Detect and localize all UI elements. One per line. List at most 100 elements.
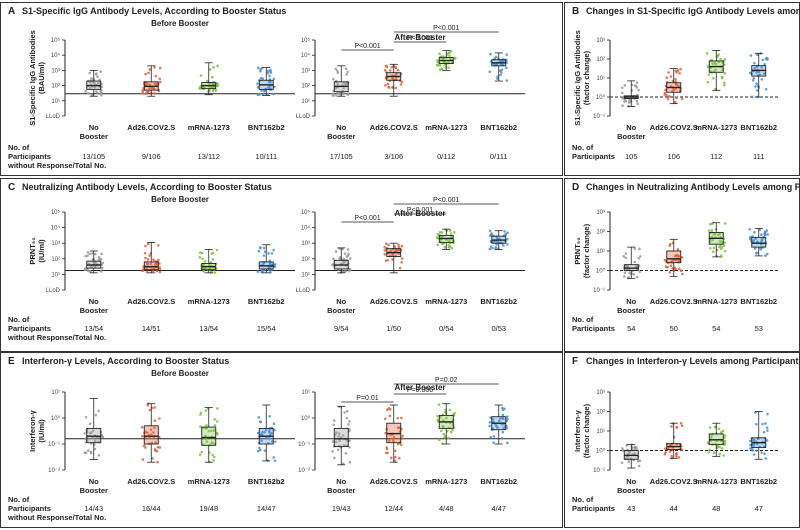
data-point xyxy=(492,441,495,444)
data-point xyxy=(396,416,400,420)
data-point xyxy=(338,257,341,260)
data-point xyxy=(722,454,726,457)
data-point xyxy=(708,426,712,429)
data-point xyxy=(620,86,624,90)
data-point xyxy=(268,266,272,269)
data-point xyxy=(94,72,98,76)
data-point xyxy=(212,429,216,432)
data-point xyxy=(663,93,666,96)
panel-letter: A xyxy=(8,6,15,17)
data-point xyxy=(97,454,101,457)
data-point xyxy=(680,255,684,259)
y-tick-label: 10⁴ xyxy=(51,52,61,59)
category-label: Ad26.COV2.S xyxy=(650,297,698,306)
data-point xyxy=(712,246,716,250)
y-axis-label: (BAU/ml) xyxy=(37,61,46,94)
data-point xyxy=(388,439,391,442)
data-point xyxy=(633,247,637,250)
box-ad26-cov2-s: Ad26.COV2.S 16/44 xyxy=(127,402,175,513)
data-point xyxy=(506,231,509,234)
data-point xyxy=(97,81,100,85)
data-point xyxy=(443,245,447,249)
data-point xyxy=(488,70,492,74)
data-point xyxy=(94,413,98,417)
data-point xyxy=(390,65,394,69)
data-point xyxy=(259,420,263,424)
count-value: 112 xyxy=(710,152,722,161)
chart-panel-a: A S1-Specific IgG Antibody Levels, Accord… xyxy=(7,6,295,170)
y-tick-label: 10⁻² xyxy=(48,468,60,474)
data-point xyxy=(623,271,627,275)
count-value: 15/54 xyxy=(257,324,276,333)
data-point xyxy=(491,246,494,250)
y-axis-label: (IU/ml) xyxy=(37,239,46,263)
chart-panel-b: B Changes in S1-Specific IgG Antibody Lev… xyxy=(572,6,800,161)
category-label: Booster xyxy=(327,486,355,495)
p-value-label: P=0.02 xyxy=(435,377,457,384)
data-point xyxy=(215,420,219,423)
data-point xyxy=(502,244,505,247)
y-tick-label: 10⁴ xyxy=(51,225,61,232)
data-point xyxy=(668,242,672,246)
data-point xyxy=(89,270,92,273)
data-point xyxy=(152,258,155,262)
data-point xyxy=(384,259,388,262)
data-point xyxy=(502,426,506,430)
category-label: Ad26.COV2.S xyxy=(370,123,418,132)
data-point xyxy=(332,257,335,261)
data-point xyxy=(710,229,714,232)
data-point xyxy=(84,90,87,93)
data-point xyxy=(348,445,351,449)
data-point xyxy=(397,243,400,247)
category-label: No xyxy=(626,477,636,486)
count-row-label: without Response/Total No. xyxy=(7,333,106,342)
data-point xyxy=(763,233,766,236)
box-iqr xyxy=(751,236,767,248)
data-point xyxy=(215,431,219,435)
data-point xyxy=(89,265,93,269)
data-point xyxy=(445,416,448,420)
data-point xyxy=(447,66,450,69)
category-label: No xyxy=(336,477,346,486)
data-point xyxy=(674,455,678,458)
data-point xyxy=(93,447,97,451)
data-point xyxy=(453,411,457,415)
y-tick-label: LLoD xyxy=(296,288,311,294)
data-point xyxy=(154,441,158,444)
y-tick-label: 10² xyxy=(301,257,310,263)
count-row-label: No. of xyxy=(8,495,30,504)
data-point xyxy=(100,266,104,270)
data-point xyxy=(146,82,149,86)
data-point xyxy=(633,260,637,264)
box-mrna-1273: mRNA-1273 54 xyxy=(695,222,737,333)
category-label: BNT162b2 xyxy=(248,297,285,306)
data-point xyxy=(347,423,350,426)
data-point xyxy=(673,254,677,258)
data-point xyxy=(342,82,346,85)
data-point xyxy=(447,246,451,249)
data-point xyxy=(345,255,349,258)
data-point xyxy=(387,243,390,247)
data-point xyxy=(765,439,769,442)
data-point xyxy=(506,243,509,246)
data-point xyxy=(441,419,445,422)
box-ad26-cov2-s: Ad26.COV2.S 1/50 xyxy=(370,242,418,333)
count-value: 0/112 xyxy=(437,152,455,161)
data-point xyxy=(499,73,502,77)
data-point xyxy=(207,429,211,433)
p-value-label: P=0.01 xyxy=(356,395,378,402)
data-point xyxy=(267,437,271,440)
data-point xyxy=(628,450,632,454)
data-point xyxy=(331,92,335,96)
data-point xyxy=(676,248,680,251)
data-point xyxy=(677,255,681,258)
y-axis-label: (factor change) xyxy=(582,223,591,278)
data-point xyxy=(258,448,262,452)
data-point xyxy=(89,451,93,455)
panel-letter: D xyxy=(572,182,579,193)
p-value-label: P<0.001 xyxy=(433,197,459,204)
count-value: 43 xyxy=(627,504,635,513)
data-point xyxy=(141,434,144,438)
data-point xyxy=(348,267,352,271)
data-point xyxy=(400,437,404,440)
